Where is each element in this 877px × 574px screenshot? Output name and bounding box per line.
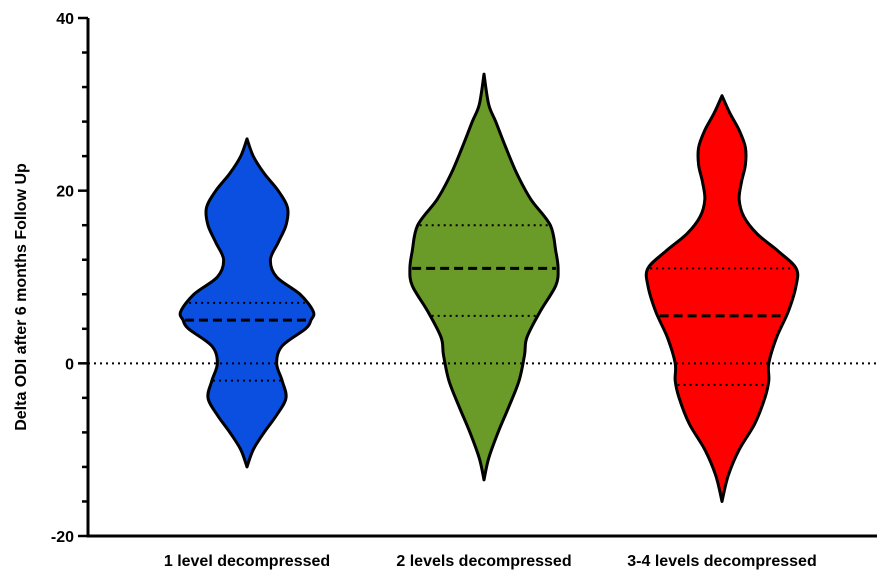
y-tick-label: 40 — [56, 11, 74, 28]
y-ticks-group: -20 0 20 40 — [51, 11, 88, 546]
violin-body — [644, 94, 800, 503]
violin-body — [408, 72, 560, 482]
x-category-label: 3-4 levels decompressed — [627, 553, 816, 570]
x-labels-group: 1 level decompressed 2 levels decompresse… — [164, 553, 817, 570]
violins-group — [178, 72, 800, 503]
x-category-label: 2 levels decompressed — [396, 553, 571, 570]
x-category-label: 1 level decompressed — [164, 553, 330, 570]
violin-3 — [644, 94, 800, 503]
y-tick-label: 20 — [56, 184, 74, 201]
axes-group — [86, 18, 877, 538]
violin-body — [178, 137, 316, 469]
violin-2 — [408, 72, 560, 482]
violin-1 — [178, 137, 316, 469]
y-tick-label: -20 — [51, 529, 74, 546]
y-axis-title: Delta ODI after 6 months Follow Up — [13, 163, 30, 431]
y-tick-label: 0 — [65, 356, 74, 373]
